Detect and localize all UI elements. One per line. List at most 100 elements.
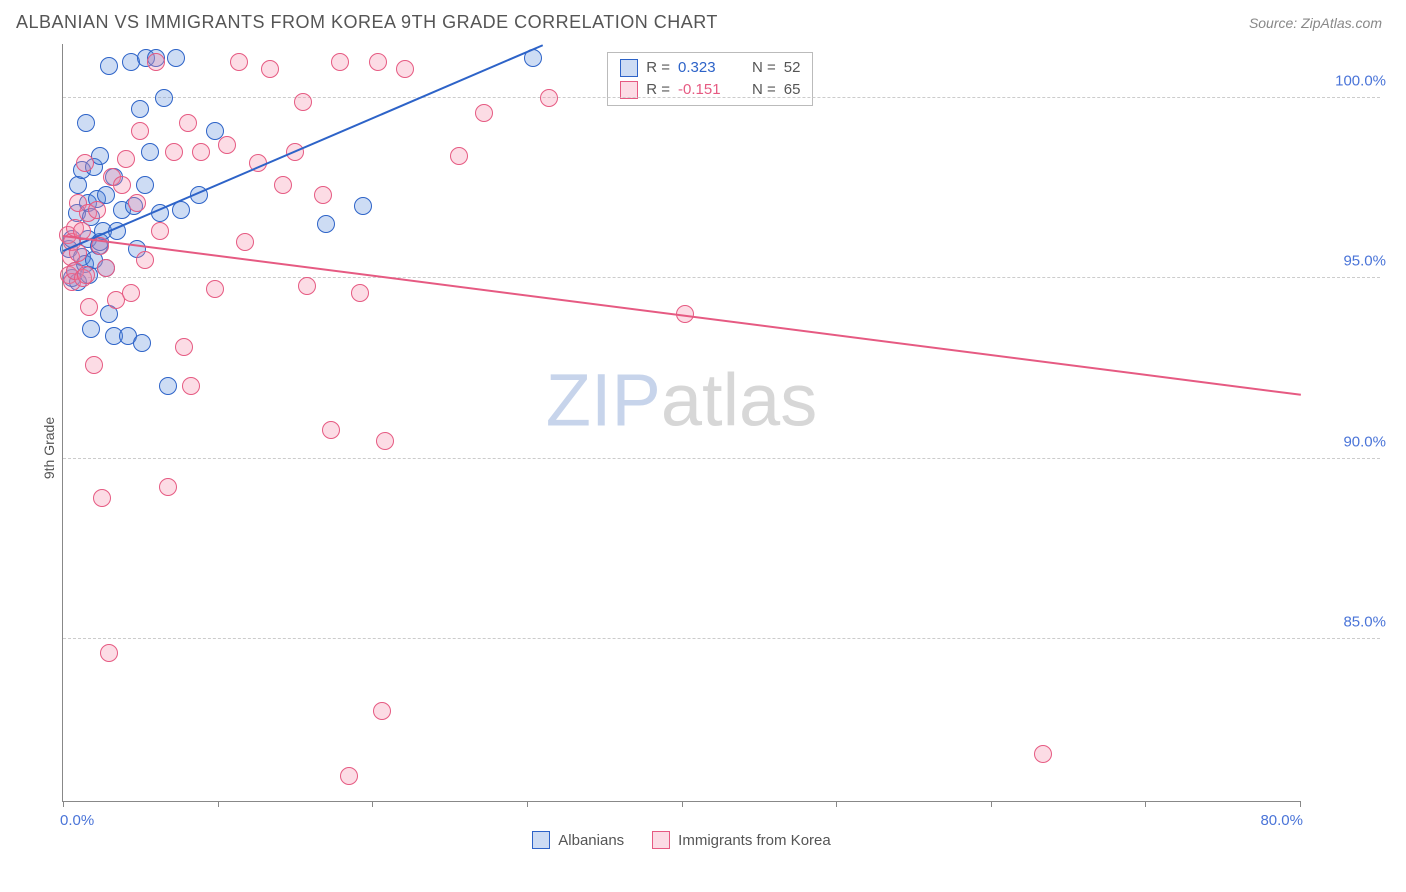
legend-swatch — [532, 831, 550, 849]
legend-r-label: R = — [646, 59, 670, 76]
data-point — [294, 93, 312, 111]
data-point — [373, 702, 391, 720]
series-legend: Albanians Immigrants from Korea — [63, 831, 1300, 849]
data-point — [351, 284, 369, 302]
x-tick — [218, 801, 219, 807]
data-point — [80, 298, 98, 316]
data-point — [1034, 745, 1052, 763]
data-point — [141, 143, 159, 161]
legend-r-label: R = — [646, 81, 670, 98]
data-point — [93, 489, 111, 507]
watermark: ZIPatlas — [546, 357, 817, 442]
data-point — [76, 154, 94, 172]
legend-swatch — [652, 831, 670, 849]
data-point — [206, 280, 224, 298]
data-point — [100, 57, 118, 75]
data-point — [147, 53, 165, 71]
legend-swatch — [620, 59, 638, 77]
x-tick-label: 80.0% — [1260, 812, 1303, 829]
data-point — [117, 150, 135, 168]
data-point — [179, 114, 197, 132]
data-point — [540, 89, 558, 107]
data-point — [376, 432, 394, 450]
x-tick — [1300, 801, 1301, 807]
watermark-zip: ZIP — [546, 358, 661, 441]
legend-swatch — [620, 81, 638, 99]
data-point — [91, 147, 109, 165]
y-axis-label: 9th Grade — [41, 417, 57, 479]
gridline — [63, 97, 1380, 98]
data-point — [230, 53, 248, 71]
data-point — [113, 176, 131, 194]
data-point — [340, 767, 358, 785]
data-point — [155, 89, 173, 107]
chart-container: 9th Grade ZIPatlas R = 0.323 N = 52 R = -0.15… — [16, 44, 1390, 852]
data-point — [128, 194, 146, 212]
data-point — [136, 251, 154, 269]
data-point — [331, 53, 349, 71]
data-point — [165, 143, 183, 161]
legend-n-value: 52 — [784, 59, 801, 76]
legend-r-value: 0.323 — [678, 59, 736, 76]
legend-row: R = 0.323 N = 52 — [620, 57, 800, 79]
plot-area: ZIPatlas R =0.323N =52R =-0.151N =65 Alb… — [62, 44, 1300, 802]
data-point — [317, 215, 335, 233]
x-tick-label: 0.0% — [60, 812, 94, 829]
series-legend-item: Immigrants from Korea — [652, 831, 831, 849]
series-legend-item: Albanians — [532, 831, 624, 849]
trend-line — [63, 44, 544, 252]
data-point — [369, 53, 387, 71]
data-point — [122, 284, 140, 302]
data-point — [131, 122, 149, 140]
x-tick — [682, 801, 683, 807]
data-point — [450, 147, 468, 165]
data-point — [396, 60, 414, 78]
data-point — [82, 320, 100, 338]
legend-n-label: N = — [752, 81, 776, 98]
gridline — [63, 638, 1380, 639]
data-point — [77, 266, 95, 284]
data-point — [151, 222, 169, 240]
y-tick-label: 90.0% — [1306, 433, 1386, 450]
data-point — [131, 100, 149, 118]
legend-n-value: 65 — [784, 81, 801, 98]
x-tick — [836, 801, 837, 807]
series-legend-label: Immigrants from Korea — [678, 832, 831, 849]
data-point — [97, 259, 115, 277]
data-point — [322, 421, 340, 439]
data-point — [298, 277, 316, 295]
legend-n-label: N = — [752, 59, 776, 76]
x-tick — [63, 801, 64, 807]
chart-title: ALBANIAN VS IMMIGRANTS FROM KOREA 9TH GR… — [16, 12, 718, 33]
data-point — [475, 104, 493, 122]
data-point — [314, 186, 332, 204]
data-point — [182, 377, 200, 395]
trend-line — [63, 235, 1301, 396]
data-point — [136, 176, 154, 194]
data-point — [159, 377, 177, 395]
x-tick — [372, 801, 373, 807]
data-point — [133, 334, 151, 352]
data-point — [354, 197, 372, 215]
watermark-atlas: atlas — [661, 358, 817, 441]
data-point — [100, 644, 118, 662]
data-point — [88, 201, 106, 219]
data-point — [77, 114, 95, 132]
x-tick — [991, 801, 992, 807]
y-tick-label: 95.0% — [1306, 253, 1386, 270]
data-point — [236, 233, 254, 251]
data-point — [261, 60, 279, 78]
series-legend-label: Albanians — [558, 832, 624, 849]
x-tick — [1145, 801, 1146, 807]
legend-r-value: -0.151 — [678, 81, 736, 98]
source-label: Source: ZipAtlas.com — [1249, 15, 1382, 31]
data-point — [167, 49, 185, 67]
data-point — [85, 356, 103, 374]
gridline — [63, 277, 1380, 278]
y-tick-label: 100.0% — [1306, 73, 1386, 90]
y-tick-label: 85.0% — [1306, 613, 1386, 630]
data-point — [274, 176, 292, 194]
gridline — [63, 458, 1380, 459]
data-point — [159, 478, 177, 496]
data-point — [192, 143, 210, 161]
